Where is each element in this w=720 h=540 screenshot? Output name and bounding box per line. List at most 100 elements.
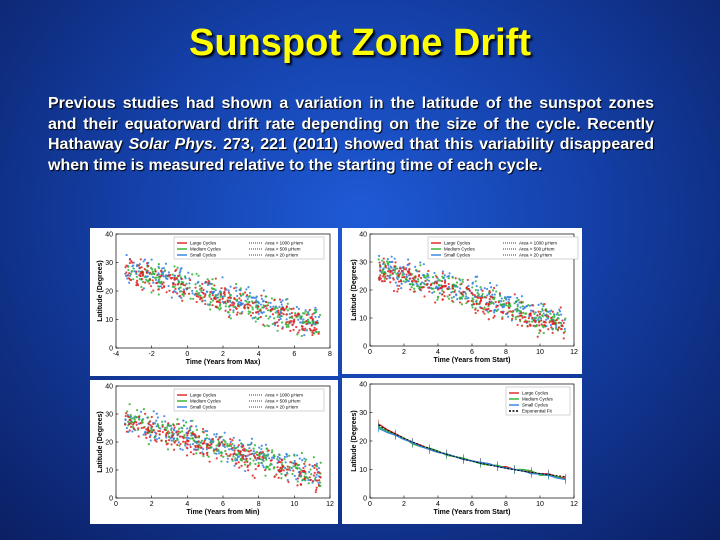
data-point xyxy=(171,285,174,288)
data-point xyxy=(252,459,255,462)
data-point xyxy=(427,274,430,277)
data-point xyxy=(300,334,303,338)
data-point xyxy=(427,269,430,273)
data-point xyxy=(547,315,550,318)
legend-entry: Exponential Fit xyxy=(522,409,553,414)
data-point xyxy=(539,329,542,332)
data-point xyxy=(202,431,205,434)
data-point xyxy=(518,318,522,321)
data-point xyxy=(382,272,385,276)
data-point xyxy=(184,284,187,287)
data-point xyxy=(501,317,504,320)
data-point xyxy=(516,299,519,302)
legend-entry: Medium Cycles xyxy=(190,399,222,404)
data-point xyxy=(389,269,392,272)
data-point xyxy=(304,327,307,330)
data-point xyxy=(165,436,168,439)
data-point xyxy=(157,263,160,266)
data-point xyxy=(487,302,490,306)
data-point xyxy=(288,322,291,325)
data-point xyxy=(395,273,398,276)
data-point xyxy=(151,276,155,279)
data-point xyxy=(479,299,483,302)
data-point xyxy=(194,444,197,447)
data-point xyxy=(493,293,496,296)
data-point xyxy=(139,422,142,425)
data-point xyxy=(277,311,280,314)
data-point xyxy=(238,312,242,315)
data-point xyxy=(228,314,231,317)
data-point xyxy=(516,323,519,327)
data-point xyxy=(488,289,491,293)
data-point xyxy=(218,298,222,301)
data-point xyxy=(172,437,175,440)
data-point xyxy=(138,418,141,421)
data-point xyxy=(283,455,287,459)
data-point xyxy=(272,467,275,470)
data-point xyxy=(280,315,283,318)
data-point xyxy=(211,438,214,441)
data-point xyxy=(185,282,188,285)
data-point xyxy=(392,269,395,272)
data-point xyxy=(302,321,306,324)
data-point xyxy=(419,276,423,280)
data-point xyxy=(142,287,146,290)
legend-box xyxy=(173,236,325,260)
data-point xyxy=(212,449,215,453)
line-chart-average-drift: 0 2 4 6 8 10 12 0 10 20 30 40 Time (Years from Start… xyxy=(351,382,578,517)
y-tick-label: 30 xyxy=(359,260,367,267)
data-point xyxy=(538,324,541,327)
data-point xyxy=(260,297,264,301)
data-point xyxy=(287,468,290,471)
data-point xyxy=(238,439,241,442)
data-point xyxy=(544,321,547,324)
data-point xyxy=(270,297,274,300)
data-point xyxy=(152,289,155,292)
data-point xyxy=(173,426,176,429)
legend-area-entry: Area > 20 μHem xyxy=(265,253,298,258)
data-point xyxy=(131,430,134,433)
x-tick-label: 12 xyxy=(570,349,578,356)
data-point xyxy=(538,313,542,316)
data-point xyxy=(304,310,307,313)
legend-entry: Small Cycles xyxy=(190,405,217,410)
data-point xyxy=(276,466,279,469)
data-point xyxy=(301,312,305,315)
data-point xyxy=(309,478,313,481)
data-point xyxy=(263,324,266,328)
data-point xyxy=(287,325,290,328)
data-point xyxy=(128,261,132,265)
data-point xyxy=(285,318,288,321)
data-point xyxy=(145,436,148,439)
data-point xyxy=(264,295,268,298)
data-point xyxy=(491,296,494,299)
data-point xyxy=(527,304,530,307)
data-point xyxy=(157,266,161,270)
data-point xyxy=(491,289,495,292)
data-point xyxy=(215,457,218,460)
data-point xyxy=(280,311,283,315)
data-point xyxy=(441,270,444,273)
data-point xyxy=(197,291,201,295)
data-point xyxy=(179,431,182,434)
data-point xyxy=(127,268,130,272)
data-point xyxy=(293,314,297,317)
data-point xyxy=(175,423,179,426)
data-point xyxy=(310,324,313,327)
data-point xyxy=(455,284,458,287)
data-point xyxy=(194,283,197,286)
data-point xyxy=(146,427,149,431)
data-point xyxy=(259,303,262,306)
data-point xyxy=(128,281,131,284)
data-point xyxy=(520,295,524,298)
data-point xyxy=(201,299,204,302)
data-point xyxy=(410,286,413,289)
data-point xyxy=(208,460,211,463)
data-point xyxy=(195,290,198,293)
data-point xyxy=(144,278,148,281)
data-point xyxy=(205,448,208,451)
data-point xyxy=(538,331,541,335)
data-point xyxy=(172,424,175,427)
data-point xyxy=(185,446,188,449)
data-point xyxy=(271,322,274,326)
